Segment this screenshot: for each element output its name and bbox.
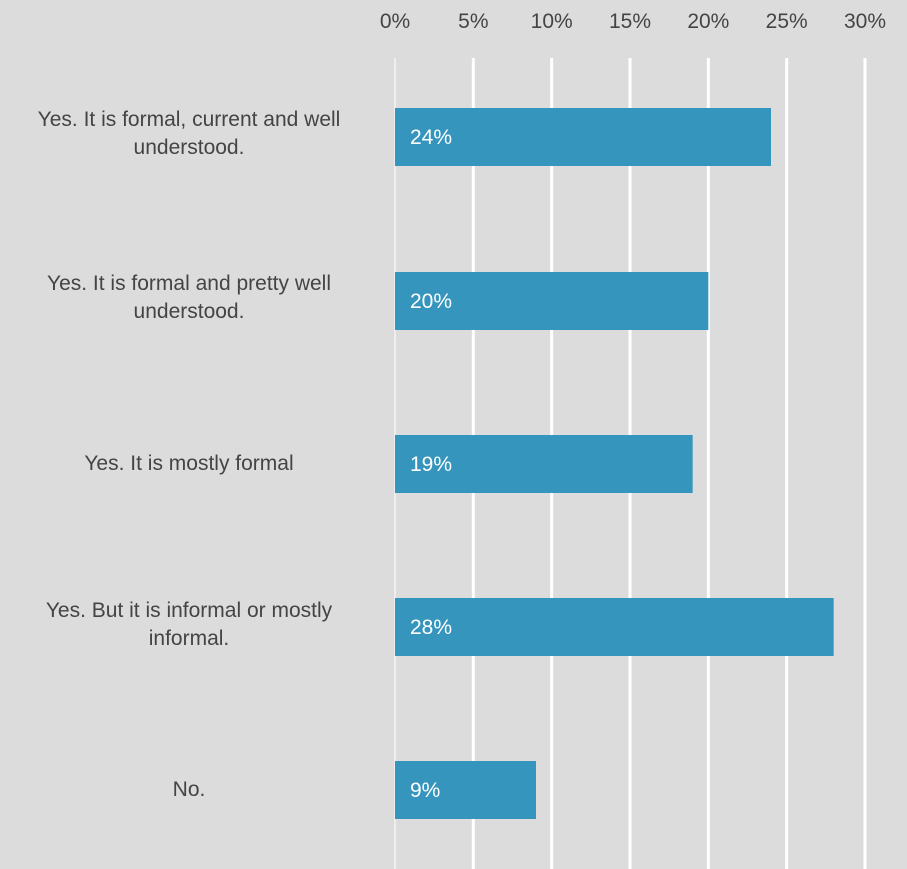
bar — [395, 435, 693, 493]
category-label: Yes. But it is informal or mostly inform… — [45, 599, 333, 650]
bar — [395, 761, 536, 819]
bar — [395, 598, 834, 656]
x-tick-label: 0% — [380, 10, 410, 33]
x-tick-label: 5% — [458, 10, 488, 33]
bar — [395, 108, 771, 166]
bars — [395, 108, 834, 819]
x-tick-label: 20% — [687, 10, 729, 33]
x-tick-label: 10% — [531, 10, 573, 33]
category-label: No. — [172, 778, 206, 801]
bar — [395, 272, 709, 330]
bar-data-labels: 24% 20% 19% 28% 9% — [410, 126, 452, 802]
bar-value-label: 24% — [410, 126, 452, 149]
x-tick-label: 30% — [844, 10, 886, 33]
x-axis-ticks: 0% 5% 10% 15% 20% 25% 30% — [380, 10, 886, 33]
category-label: Yes. It is formal, current and well unde… — [37, 108, 341, 159]
bar-value-label: 20% — [410, 290, 452, 313]
bar-value-label: 19% — [410, 453, 452, 476]
bar-value-label: 9% — [410, 779, 440, 802]
bar-value-label: 28% — [410, 616, 452, 639]
category-label: Yes. It is formal and pretty well unders… — [46, 272, 331, 323]
x-tick-label: 15% — [609, 10, 651, 33]
category-label: Yes. It is mostly formal — [84, 452, 294, 475]
x-tick-label: 25% — [766, 10, 808, 33]
